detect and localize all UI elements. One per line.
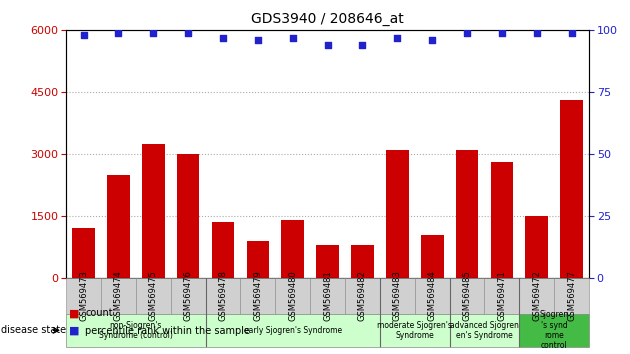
Point (253, 37, 263, 43)
Text: GSM569485: GSM569485 (462, 270, 471, 321)
Text: GSM569482: GSM569482 (358, 270, 367, 321)
Point (323, 42, 333, 48)
Bar (282, 220, 304, 278)
Text: advanced Sjogren
en's Syndrome: advanced Sjogren en's Syndrome (450, 321, 519, 340)
Text: GSM569473: GSM569473 (79, 270, 88, 321)
Text: GSM569483: GSM569483 (393, 270, 402, 321)
Text: non-Sjogren's
Syndrome (control): non-Sjogren's Syndrome (control) (99, 321, 173, 340)
Bar (212, 222, 234, 278)
Text: GSM569471: GSM569471 (498, 270, 507, 321)
Point (218, 35, 228, 40)
Text: early Sjogren's Syndrome: early Sjogren's Syndrome (244, 326, 342, 335)
Point (532, 30, 542, 35)
Text: GSM569479: GSM569479 (253, 270, 262, 321)
Bar (491, 162, 513, 278)
Text: GSM569481: GSM569481 (323, 270, 332, 321)
Bar (66, 314, 205, 347)
Bar (316, 245, 339, 278)
Bar (275, 278, 310, 314)
Text: moderate Sjogren's
Syndrome: moderate Sjogren's Syndrome (377, 321, 452, 340)
Point (113, 30, 123, 35)
Title: GDS3940 / 208646_at: GDS3940 / 208646_at (251, 12, 404, 26)
Bar (450, 314, 519, 347)
Point (566, 30, 576, 35)
Bar (380, 314, 450, 347)
Point (183, 30, 193, 35)
Text: Sjogren
's synd
rome
control: Sjogren 's synd rome control (540, 310, 569, 350)
Point (288, 35, 298, 40)
Bar (455, 150, 478, 278)
Point (148, 30, 158, 35)
Bar (415, 278, 450, 314)
Bar (525, 216, 548, 278)
Bar (484, 278, 519, 314)
Bar (101, 278, 136, 314)
Text: ■: ■ (69, 326, 80, 336)
Point (392, 35, 403, 40)
Bar (519, 314, 589, 347)
Text: count: count (85, 308, 113, 318)
Bar (560, 100, 583, 278)
Bar (171, 278, 205, 314)
Text: GSM569475: GSM569475 (149, 270, 158, 321)
Text: GSM569477: GSM569477 (567, 270, 576, 321)
Bar (205, 314, 380, 347)
Text: disease state: disease state (1, 325, 66, 335)
Point (357, 42, 367, 48)
Bar (66, 278, 101, 314)
Bar (241, 278, 275, 314)
Point (79, 32, 89, 38)
Text: GSM569472: GSM569472 (532, 270, 541, 321)
Bar (205, 278, 241, 314)
Bar (380, 278, 415, 314)
Bar (351, 245, 374, 278)
Bar (345, 278, 380, 314)
Text: GSM569476: GSM569476 (184, 270, 193, 321)
Text: GSM569478: GSM569478 (219, 270, 227, 321)
Text: GSM569474: GSM569474 (114, 270, 123, 321)
Bar (519, 278, 554, 314)
Bar (310, 278, 345, 314)
Bar (107, 175, 130, 278)
Text: GSM569484: GSM569484 (428, 270, 437, 321)
Bar (554, 278, 589, 314)
Bar (386, 150, 409, 278)
Point (427, 37, 437, 43)
Bar (142, 144, 164, 278)
Bar (136, 278, 171, 314)
Bar (246, 241, 269, 278)
Text: percentile rank within the sample: percentile rank within the sample (85, 326, 250, 336)
Point (462, 30, 472, 35)
Bar (72, 228, 95, 278)
Bar (177, 154, 200, 278)
Bar (450, 278, 484, 314)
Point (497, 30, 507, 35)
Text: ■: ■ (69, 308, 80, 318)
Bar (421, 235, 444, 278)
Text: GSM569480: GSM569480 (289, 270, 297, 321)
